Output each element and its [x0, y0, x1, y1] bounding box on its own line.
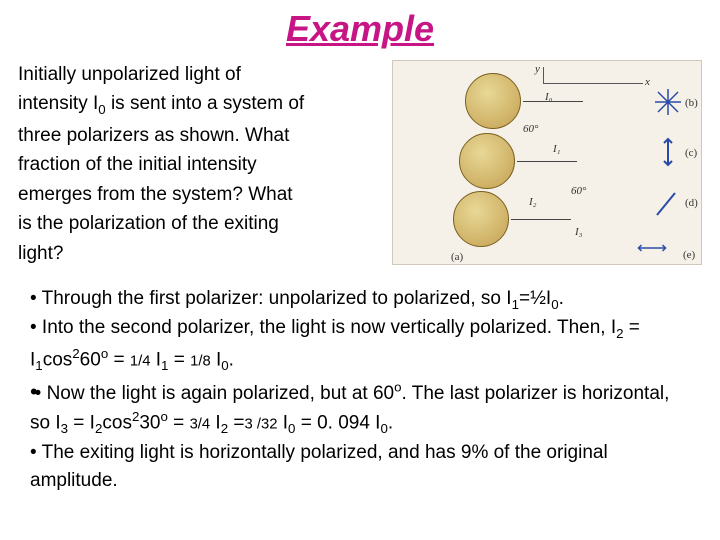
ans-line7: amplitude. — [30, 468, 702, 495]
a3b: cos — [43, 349, 73, 370]
a5d: 30 — [139, 413, 160, 434]
q-line4: fraction of the initial intensity — [18, 150, 382, 179]
a3h: 1/8 — [190, 353, 211, 369]
q-line6: is the polarization of the exiting — [18, 209, 382, 238]
ans-line6: • The exiting light is horizontally pola… — [30, 440, 702, 467]
a3f: I — [150, 349, 161, 370]
a2a: • Into the second polarizer, the light i… — [30, 317, 616, 338]
a4sup: o — [394, 379, 401, 394]
pol-icon-vertical — [653, 137, 683, 167]
label-e: (e) — [683, 249, 695, 261]
slide-title: Example — [18, 8, 702, 50]
polarizer-disc-2 — [459, 133, 515, 189]
a3e: 1/4 — [130, 353, 151, 369]
q-line5: emerges from the system? What — [18, 180, 382, 209]
q2b: is sent into a system of — [106, 93, 305, 114]
ans-line3: I1cos260o = 1/4 I1 = 1/8 I0. — [30, 345, 702, 376]
a3sup1: 2 — [72, 346, 79, 361]
ans-line1: • Through the first polarizer: unpolariz… — [30, 286, 702, 314]
a5l: . — [388, 413, 393, 434]
a1a: • Through the first polarizer: unpolariz… — [30, 288, 512, 309]
a1b: =½I — [519, 288, 551, 309]
ans-line2: • Into the second polarizer, the light i… — [30, 315, 702, 343]
polarizer-disc-1 — [465, 73, 521, 129]
a4b: . The last polarizer is horizontal, — [402, 383, 670, 404]
q-line1: Initially unpolarized light of — [18, 60, 382, 89]
polarizer-figure: y x I₀ 60° I₁ I₂ 60° I₃ (b) — [392, 60, 702, 265]
a3j: . — [229, 349, 234, 370]
a5c: cos — [102, 413, 132, 434]
y-axis — [543, 67, 544, 83]
a1s1: 1 — [512, 297, 519, 312]
a5i: 3 /32 — [245, 417, 278, 433]
label-d: (d) — [685, 197, 698, 209]
a5k: = 0. 094 I — [295, 413, 380, 434]
polarizer-disc-3 — [453, 191, 509, 247]
a4a: • Now the light is again polarized, but … — [35, 383, 394, 404]
label-c: (c) — [685, 147, 697, 159]
a3d: = — [108, 349, 130, 370]
a5b: = I — [68, 413, 95, 434]
top-row: Initially unpolarized light of intensity… — [18, 60, 702, 268]
a5f: 3/4 — [190, 417, 211, 433]
a2b: = — [624, 317, 640, 338]
a5h: = — [228, 413, 244, 434]
q-line2: intensity I0 is sent into a system of — [18, 89, 382, 120]
a5s3: 2 — [221, 421, 228, 436]
a3s3: 0 — [221, 358, 228, 373]
label-b: (b) — [685, 97, 698, 109]
ans-line5: so I3 = I2cos230o = 3/4 I2 =3 /32 I0 = 0… — [30, 408, 702, 439]
a5g: I — [210, 413, 221, 434]
a5e: = — [168, 413, 190, 434]
pol-icon-60 — [651, 189, 681, 219]
q-line7: light? — [18, 239, 382, 268]
question-text: Initially unpolarized light of intensity… — [18, 60, 382, 268]
a3g: = — [168, 349, 190, 370]
ans-line4: •• Now the light is again polarized, but… — [30, 377, 702, 408]
a5j: I — [277, 413, 288, 434]
angle-60-1: 60° — [523, 123, 538, 135]
ray-3 — [511, 219, 571, 220]
a2s1: 2 — [616, 326, 623, 341]
label-I2: I₂ — [529, 196, 537, 208]
x-label: x — [645, 76, 650, 88]
label-a: (a) — [451, 251, 463, 263]
label-I3: I₃ — [575, 226, 583, 238]
y-label: y — [535, 63, 540, 75]
a5s5: 0 — [380, 421, 387, 436]
ray-2 — [517, 161, 577, 162]
a3i: I — [211, 349, 222, 370]
a1s2: 0 — [551, 297, 558, 312]
a1c: . — [559, 288, 564, 309]
q2a: intensity I — [18, 93, 98, 114]
a5a: so I — [30, 413, 61, 434]
label-I1: I₁ — [553, 143, 561, 155]
ray-1 — [523, 101, 583, 102]
a3s1: 1 — [35, 358, 42, 373]
q-line3: three polarizers as shown. What — [18, 121, 382, 150]
angle-60-2: 60° — [571, 185, 586, 197]
pol-icon-unpolarized — [653, 87, 683, 117]
a5sup2: o — [161, 409, 168, 424]
a3c: 60 — [80, 349, 101, 370]
q2sub: 0 — [98, 102, 105, 117]
x-axis — [543, 83, 643, 84]
answer-text: • Through the first polarizer: unpolariz… — [30, 286, 702, 494]
pol-icon-horizontal — [637, 233, 667, 263]
a5s1: 3 — [61, 421, 68, 436]
